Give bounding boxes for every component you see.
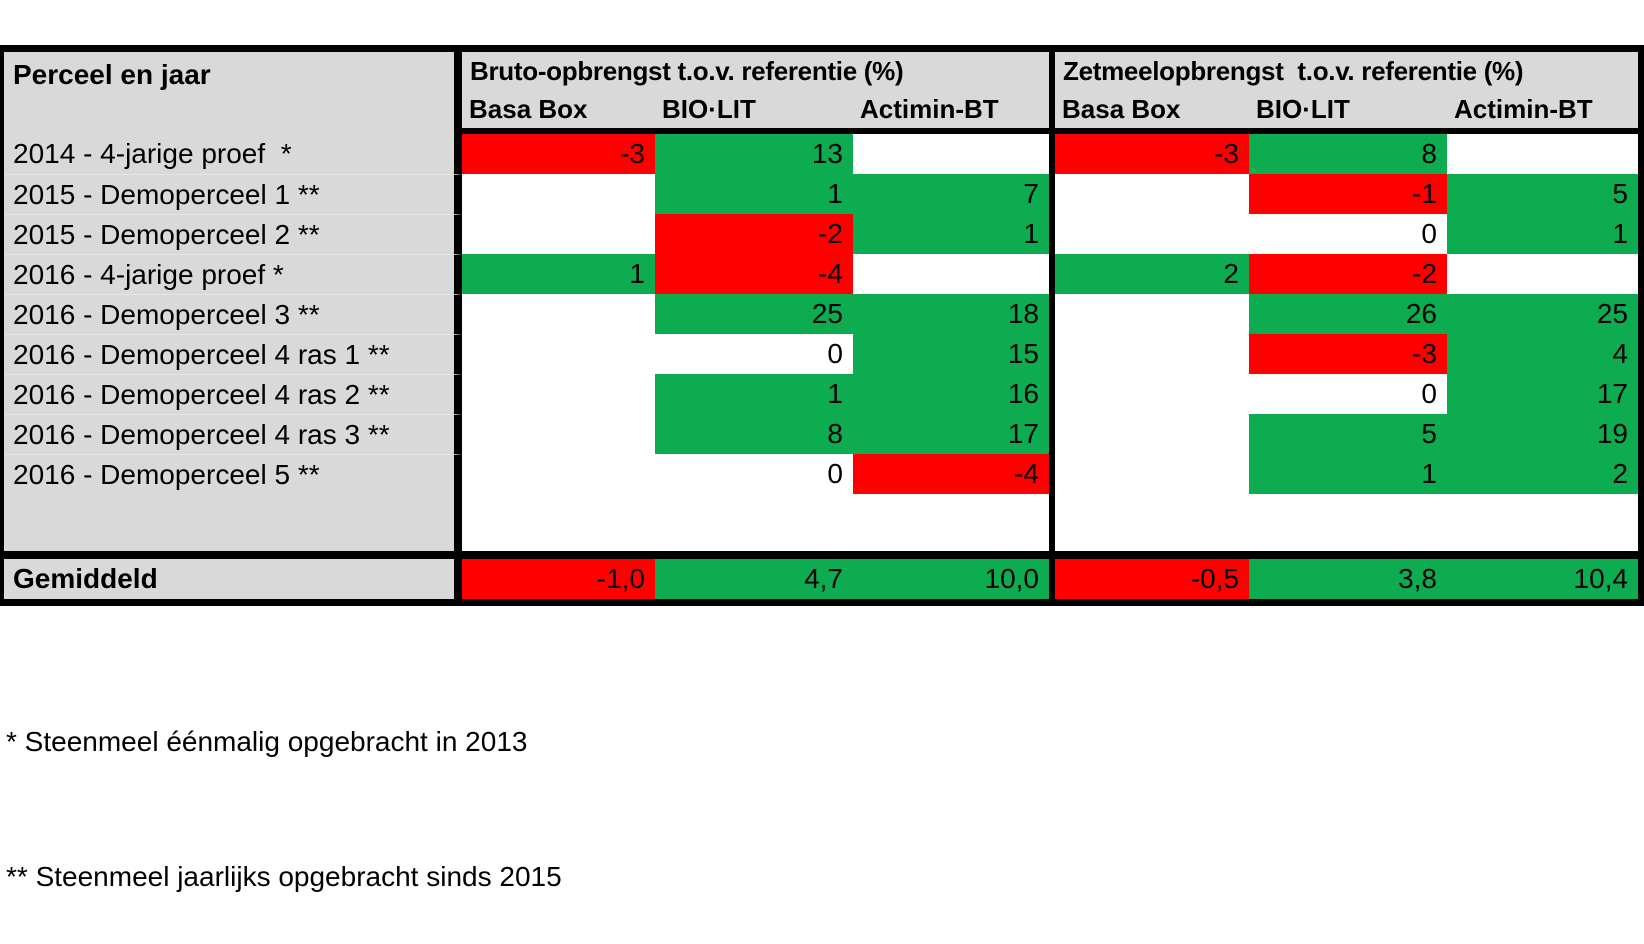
- spacer-cell: [1249, 494, 1447, 551]
- row-label: 2014 - 4-jarige proef *: [4, 134, 462, 174]
- value-cell: [462, 174, 655, 214]
- value-cell: 5: [1447, 174, 1638, 214]
- value-cell: [1055, 214, 1249, 254]
- value-cell: 4: [1447, 334, 1638, 374]
- value-cell: 2: [1055, 254, 1249, 294]
- spacer-label-cell: [4, 494, 462, 551]
- row-label: 2016 - Demoperceel 4 ras 1 **: [4, 334, 462, 374]
- value-cell: -3: [1249, 334, 1447, 374]
- summary-value-cell: 10,0: [853, 551, 1055, 599]
- spacer-cell: [1055, 494, 1249, 551]
- spacer-cell: [462, 494, 655, 551]
- value-cell: -1: [1249, 174, 1447, 214]
- value-cell: [462, 454, 655, 494]
- value-cell: [1055, 414, 1249, 454]
- value-cell: [1447, 254, 1638, 294]
- spacer-cell: [853, 494, 1055, 551]
- row-label: 2016 - Demoperceel 5 **: [4, 454, 462, 494]
- summary-label: Gemiddeld: [4, 551, 462, 599]
- value-cell: 5: [1249, 414, 1447, 454]
- group-header-zetmeelopbrengst: Zetmeelopbrengst t.o.v. referentie (%): [1055, 52, 1638, 91]
- value-cell: 1: [462, 254, 655, 294]
- value-cell: -3: [462, 134, 655, 174]
- value-cell: 13: [655, 134, 853, 174]
- value-cell: -4: [853, 454, 1055, 494]
- value-cell: [462, 214, 655, 254]
- value-cell: [1055, 294, 1249, 334]
- summary-value-cell: 3,8: [1249, 551, 1447, 599]
- value-cell: 1: [1249, 454, 1447, 494]
- value-cell: 19: [1447, 414, 1638, 454]
- spacer-cell: [1447, 494, 1638, 551]
- summary-value-cell: -1,0: [462, 551, 655, 599]
- value-cell: 1: [1447, 214, 1638, 254]
- value-cell: [853, 254, 1055, 294]
- value-cell: 16: [853, 374, 1055, 414]
- value-cell: 7: [853, 174, 1055, 214]
- row-label: 2015 - Demoperceel 1 **: [4, 174, 462, 214]
- value-cell: 1: [655, 174, 853, 214]
- value-cell: [1055, 454, 1249, 494]
- subheader-bruto-bio-lit: BIO·LIT: [655, 91, 853, 134]
- value-cell: 0: [655, 334, 853, 374]
- value-cell: 15: [853, 334, 1055, 374]
- row-label: 2016 - Demoperceel 4 ras 2 **: [4, 374, 462, 414]
- value-cell: -3: [1055, 134, 1249, 174]
- row-label: 2015 - Demoperceel 2 **: [4, 214, 462, 254]
- results-table: Perceel en jaar Bruto-opbrengst t.o.v. r…: [0, 45, 1644, 606]
- value-cell: -2: [655, 214, 853, 254]
- value-cell: [853, 134, 1055, 174]
- value-cell: 0: [655, 454, 853, 494]
- value-cell: 18: [853, 294, 1055, 334]
- value-cell: [1055, 374, 1249, 414]
- group-header-bruto-opbrengst: Bruto-opbrengst t.o.v. referentie (%): [462, 52, 1055, 91]
- footnotes: * Steenmeel éénmalig opgebracht in 2013 …: [6, 629, 562, 944]
- spacer-cell: [655, 494, 853, 551]
- summary-value-cell: 10,4: [1447, 551, 1638, 599]
- summary-value-cell: -0,5: [1055, 551, 1249, 599]
- value-cell: [1447, 134, 1638, 174]
- value-cell: 0: [1249, 374, 1447, 414]
- value-cell: [462, 294, 655, 334]
- value-cell: 17: [1447, 374, 1638, 414]
- value-cell: -4: [655, 254, 853, 294]
- value-cell: [462, 414, 655, 454]
- value-cell: [462, 334, 655, 374]
- value-cell: 1: [655, 374, 853, 414]
- value-cell: 17: [853, 414, 1055, 454]
- value-cell: [462, 374, 655, 414]
- subheader-zetmeel-bio-lit: BIO·LIT: [1249, 91, 1447, 134]
- value-cell: [1055, 174, 1249, 214]
- value-cell: 25: [1447, 294, 1638, 334]
- value-cell: [1055, 334, 1249, 374]
- value-cell: 1: [853, 214, 1055, 254]
- value-cell: 2: [1447, 454, 1638, 494]
- footnote-single-application: * Steenmeel éénmalig opgebracht in 2013: [6, 726, 528, 757]
- value-cell: 25: [655, 294, 853, 334]
- value-cell: 26: [1249, 294, 1447, 334]
- value-cell: 0: [1249, 214, 1447, 254]
- footnote-yearly-application: ** Steenmeel jaarlijks opgebracht sinds …: [6, 861, 562, 892]
- value-cell: -2: [1249, 254, 1447, 294]
- row-label: 2016 - Demoperceel 3 **: [4, 294, 462, 334]
- value-cell: 8: [1249, 134, 1447, 174]
- summary-value-cell: 4,7: [655, 551, 853, 599]
- column-header-perceel-en-jaar: Perceel en jaar: [4, 52, 462, 134]
- value-cell: 8: [655, 414, 853, 454]
- page: { "header": { "row_label": "Perceel en j…: [0, 45, 1644, 892]
- row-label: 2016 - 4-jarige proef *: [4, 254, 462, 294]
- subheader-zetmeel-basa-box: Basa Box: [1055, 91, 1249, 134]
- subheader-zetmeel-actimin-bt: Actimin-BT: [1447, 91, 1638, 134]
- row-label: 2016 - Demoperceel 4 ras 3 **: [4, 414, 462, 454]
- subheader-bruto-basa-box: Basa Box: [462, 91, 655, 134]
- subheader-bruto-actimin-bt: Actimin-BT: [853, 91, 1055, 134]
